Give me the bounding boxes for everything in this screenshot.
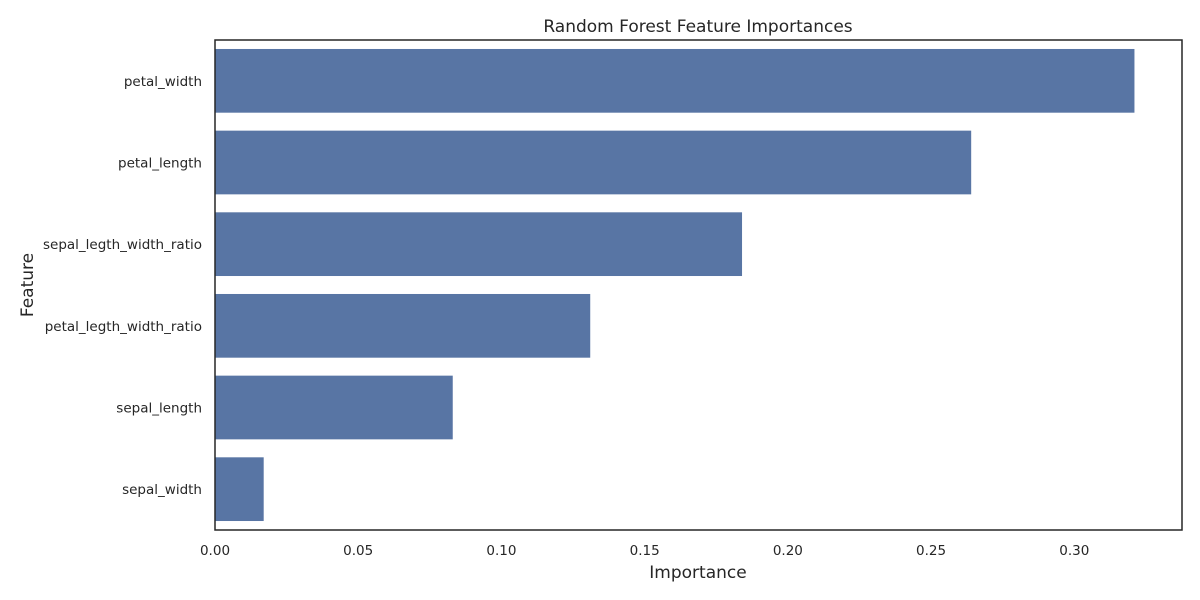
- x-tick-label: 0.10: [486, 543, 516, 559]
- y-tick-labels: petal_width petal_length sepal_legth_width…: [43, 74, 202, 498]
- bar-sepal-legth-width-ratio: [215, 212, 743, 277]
- x-tick-label: 0.00: [200, 543, 230, 559]
- x-tick-label: 0.30: [1059, 543, 1089, 559]
- y-axis-label: Feature: [18, 253, 38, 317]
- bars-group: [215, 48, 1135, 522]
- x-tick-label: 0.25: [916, 543, 946, 559]
- y-tick-label: petal_width: [124, 74, 202, 90]
- y-tick-label: petal_length: [118, 156, 202, 172]
- x-tick-label: 0.15: [630, 543, 660, 559]
- bar-petal-length: [215, 130, 972, 195]
- x-axis-label: Importance: [649, 563, 746, 583]
- bar-petal-width: [215, 48, 1135, 113]
- bar-sepal-length: [215, 375, 453, 440]
- x-tick-label: 0.20: [773, 543, 803, 559]
- bar-petal-legth-width-ratio: [215, 293, 591, 358]
- x-tick-label: 0.05: [343, 543, 373, 559]
- bar-sepal-width: [215, 457, 264, 522]
- y-tick-label: petal_legth_width_ratio: [45, 319, 202, 335]
- chart-title: Random Forest Feature Importances: [543, 17, 852, 37]
- plot-frame: [214, 39, 1183, 531]
- y-tick-label: sepal_length: [116, 401, 202, 417]
- y-tick-label: sepal_width: [122, 482, 202, 498]
- y-tick-label: sepal_legth_width_ratio: [43, 237, 202, 253]
- x-ticks: 0.00 0.05 0.10 0.15 0.20 0.25 0.30: [200, 543, 1089, 559]
